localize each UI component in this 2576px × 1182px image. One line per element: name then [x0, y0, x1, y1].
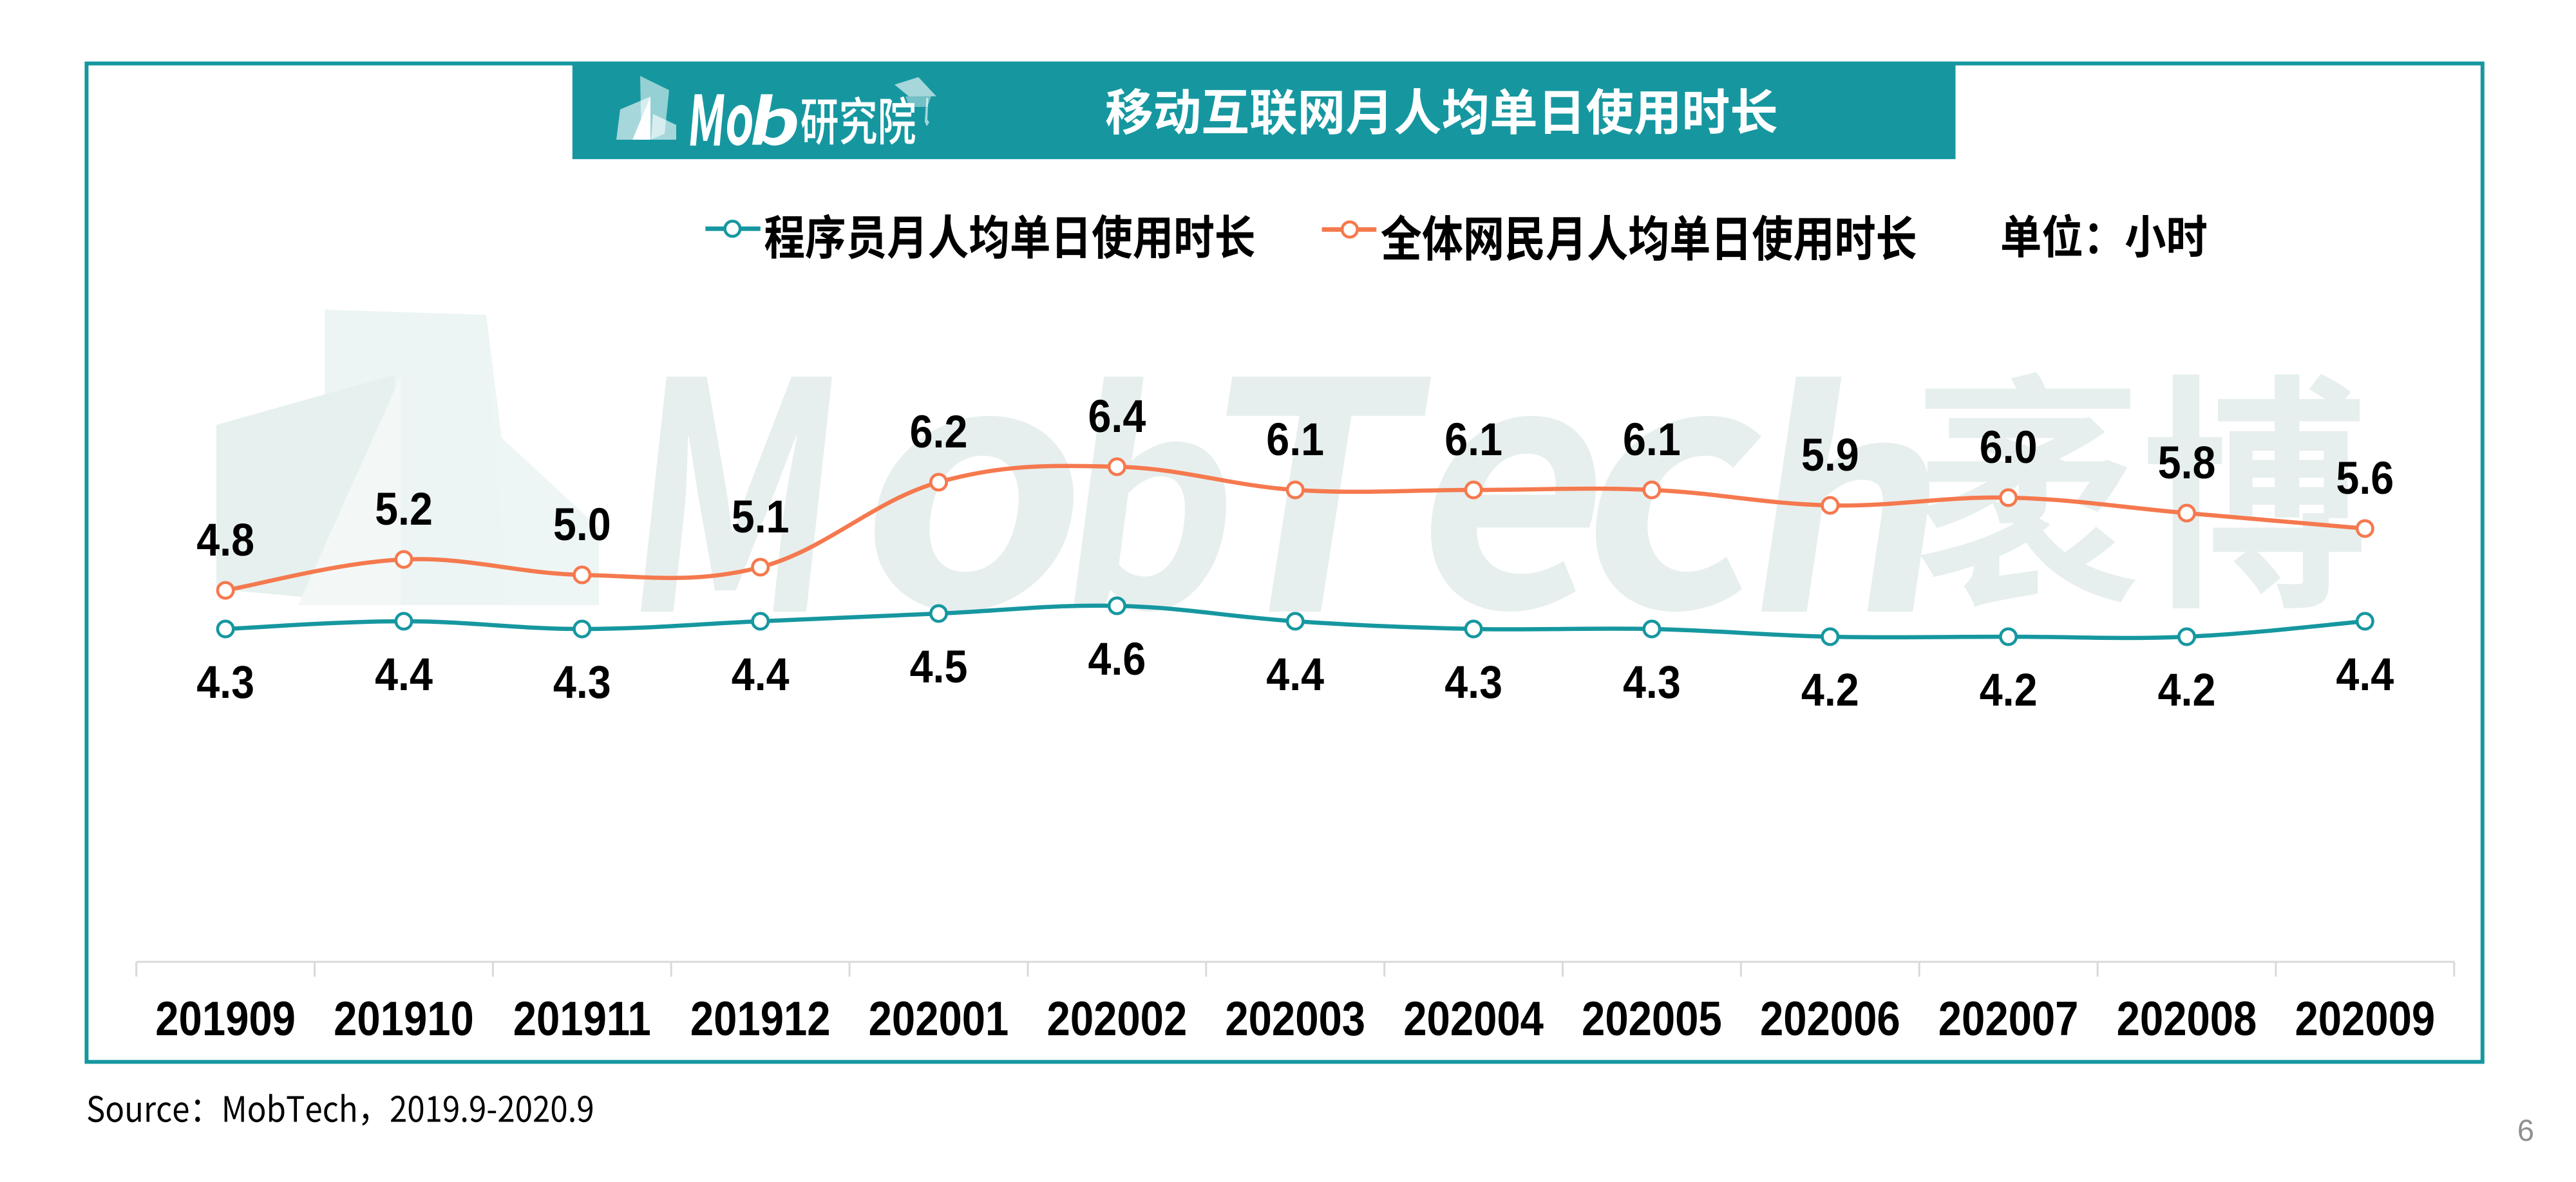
- svg-text:5.8: 5.8: [2158, 438, 2216, 488]
- svg-text:4.3: 4.3: [1623, 657, 1681, 708]
- svg-text:6.0: 6.0: [1980, 422, 2038, 473]
- svg-text:202006: 202006: [1760, 991, 1900, 1046]
- svg-text:4.3: 4.3: [196, 657, 254, 708]
- svg-text:4.6: 4.6: [1088, 634, 1146, 684]
- svg-text:5.6: 5.6: [2336, 453, 2394, 503]
- svg-text:202008: 202008: [2117, 991, 2257, 1046]
- svg-text:201909: 201909: [155, 991, 296, 1046]
- svg-text:202009: 202009: [2295, 991, 2435, 1046]
- svg-text:4.5: 4.5: [910, 642, 968, 692]
- svg-text:4.4: 4.4: [1266, 650, 1324, 700]
- svg-text:6.4: 6.4: [1088, 391, 1146, 442]
- svg-text:4.3: 4.3: [1444, 657, 1502, 708]
- svg-text:6.1: 6.1: [1623, 415, 1681, 465]
- svg-text:4.2: 4.2: [1801, 665, 1859, 715]
- svg-text:4.4: 4.4: [375, 650, 433, 700]
- svg-text:202007: 202007: [1938, 991, 2079, 1046]
- svg-text:6.2: 6.2: [910, 407, 968, 457]
- svg-text:6.1: 6.1: [1266, 415, 1324, 465]
- svg-text:4.2: 4.2: [1980, 665, 2038, 715]
- svg-text:5.9: 5.9: [1801, 430, 1859, 480]
- svg-text:201910: 201910: [334, 991, 474, 1046]
- svg-text:201911: 201911: [513, 991, 651, 1046]
- svg-text:4.8: 4.8: [196, 515, 254, 565]
- svg-text:202004: 202004: [1403, 991, 1544, 1046]
- svg-text:5.1: 5.1: [732, 492, 790, 542]
- svg-text:202005: 202005: [1582, 991, 1722, 1046]
- svg-text:5.2: 5.2: [375, 484, 433, 534]
- svg-text:4.4: 4.4: [2336, 650, 2394, 700]
- svg-text:202003: 202003: [1225, 991, 1365, 1046]
- svg-text:4.4: 4.4: [732, 650, 790, 700]
- svg-text:6.1: 6.1: [1444, 415, 1502, 465]
- svg-text:202002: 202002: [1047, 991, 1188, 1046]
- svg-text:6: 6: [2517, 1113, 2534, 1147]
- svg-text:201912: 201912: [690, 991, 831, 1046]
- svg-text:5.0: 5.0: [553, 500, 611, 550]
- svg-text:202001: 202001: [869, 991, 1009, 1046]
- svg-text:4.3: 4.3: [553, 657, 611, 708]
- svg-text:4.2: 4.2: [2158, 665, 2216, 715]
